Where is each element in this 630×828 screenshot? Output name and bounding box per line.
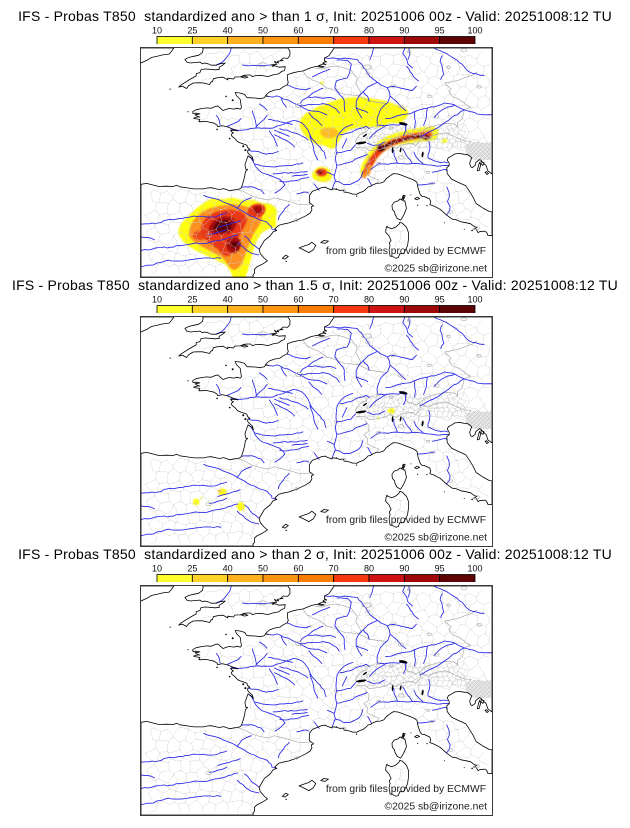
svg-text:40: 40 — [223, 295, 233, 305]
svg-text:70: 70 — [329, 26, 339, 36]
svg-text:from grib files provided by EC: from grib files provided by ECMWF — [326, 784, 486, 795]
svg-text:100: 100 — [467, 26, 482, 36]
svg-text:40: 40 — [223, 26, 233, 36]
svg-text:©2025 sb@irizone.net: ©2025 sb@irizone.net — [385, 532, 488, 543]
svg-text:100: 100 — [467, 295, 482, 305]
svg-text:10: 10 — [152, 26, 162, 36]
svg-text:90: 90 — [399, 564, 409, 574]
svg-text:90: 90 — [399, 295, 409, 305]
svg-text:25: 25 — [187, 295, 197, 305]
svg-text:©2025 sb@irizone.net: ©2025 sb@irizone.net — [385, 263, 488, 274]
svg-text:10: 10 — [152, 564, 162, 574]
svg-text:70: 70 — [329, 564, 339, 574]
svg-text:100: 100 — [467, 564, 482, 574]
svg-text:©2025 sb@irizone.net: ©2025 sb@irizone.net — [385, 801, 488, 812]
svg-text:60: 60 — [293, 295, 303, 305]
svg-text:25: 25 — [187, 564, 197, 574]
svg-text:70: 70 — [329, 295, 339, 305]
svg-text:60: 60 — [293, 564, 303, 574]
svg-text:50: 50 — [258, 295, 268, 305]
svg-text:from grib files provided by EC: from grib files provided by ECMWF — [326, 515, 486, 526]
svg-text:60: 60 — [293, 26, 303, 36]
svg-text:95: 95 — [435, 564, 445, 574]
svg-text:80: 80 — [364, 564, 374, 574]
svg-text:25: 25 — [187, 26, 197, 36]
svg-text:95: 95 — [435, 26, 445, 36]
svg-text:10: 10 — [152, 295, 162, 305]
svg-text:40: 40 — [223, 564, 233, 574]
svg-text:80: 80 — [364, 295, 374, 305]
svg-text:50: 50 — [258, 564, 268, 574]
svg-text:90: 90 — [399, 26, 409, 36]
svg-text:80: 80 — [364, 26, 374, 36]
svg-text:from grib files provided by EC: from grib files provided by ECMWF — [326, 246, 486, 257]
svg-text:50: 50 — [258, 26, 268, 36]
svg-text:95: 95 — [435, 295, 445, 305]
